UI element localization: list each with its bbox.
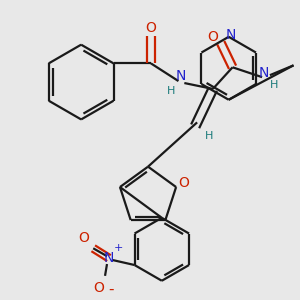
Text: N: N (226, 28, 236, 42)
Text: N: N (175, 69, 186, 83)
Text: O: O (178, 176, 189, 190)
Text: -: - (108, 282, 114, 297)
Text: +: + (114, 243, 124, 253)
Text: H: H (270, 80, 278, 90)
Text: O: O (78, 232, 89, 245)
Text: H: H (205, 131, 213, 141)
Text: O: O (146, 21, 156, 35)
Text: N: N (259, 66, 269, 80)
Text: O: O (94, 280, 105, 295)
Text: H: H (167, 86, 175, 96)
Text: N: N (104, 251, 114, 265)
Text: O: O (207, 30, 218, 44)
